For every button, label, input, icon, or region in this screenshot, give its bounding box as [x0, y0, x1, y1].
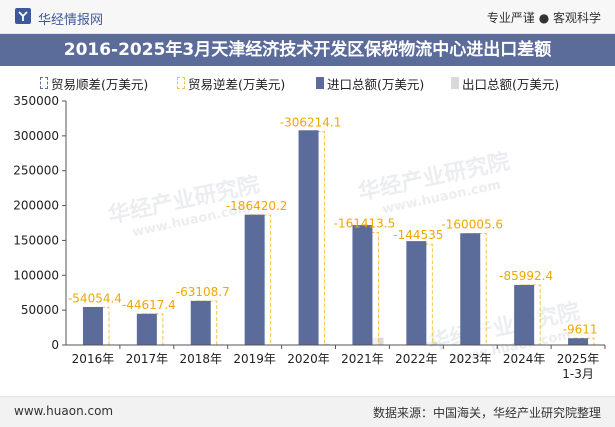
footer-website: www.huaon.com [14, 404, 114, 418]
legend-label: 进口总额(万美元) [327, 77, 425, 92]
legend-swatch [316, 77, 324, 89]
bar-import-total [406, 241, 427, 345]
brand-name: 华经情报网 [38, 13, 104, 28]
x-tick-label: 2024年 [503, 352, 546, 366]
y-tick-label: 350000 [13, 95, 59, 108]
y-tick-label: 0 [51, 338, 59, 352]
data-label: -186420.2 [226, 199, 288, 213]
title-bar: 2016-2025年3月天津经济技术开发区保税物流中心进出口差额 [0, 34, 615, 66]
bar-import-total [514, 284, 535, 345]
bar-import-total [352, 225, 373, 345]
bar-import-total [82, 307, 103, 345]
x-tick-label: 2021年 [341, 352, 384, 366]
y-tick-label: 50000 [21, 303, 59, 317]
data-label: -306214.1 [280, 116, 342, 130]
x-tick-label: 2019年 [233, 352, 276, 366]
legend-label: 贸易逆差(万美元) [188, 77, 286, 92]
bar-import-total [190, 300, 211, 345]
legend-label: 贸易顺差(万美元) [51, 77, 149, 92]
footer-source: 数据来源：中国海关，华经产业研究院整理 [372, 406, 601, 420]
bar-import-total [460, 233, 481, 345]
x-tick-label: 2023年 [449, 352, 492, 366]
x-tick-label: 2016年 [72, 352, 115, 366]
y-tick-label: 250000 [13, 164, 59, 178]
chart-title: 2016-2025年3月天津经济技术开发区保税物流中心进出口差额 [63, 40, 552, 60]
data-label: -54054.4 [68, 291, 122, 305]
data-label: -85992.4 [499, 269, 553, 283]
footer-bar: www.huaon.com 数据来源：中国海关，华经产业研究院整理 [0, 396, 615, 427]
huajing-logo-icon [15, 8, 31, 24]
y-tick-label: 100000 [13, 268, 59, 282]
chart-plot: 华经产业研究院www.huaon.com华经产业研究院www.huaon.com… [13, 95, 606, 381]
x-tick-label: 2022年 [395, 352, 438, 366]
bar-import-total [244, 214, 265, 345]
bar-import-total [298, 130, 319, 345]
data-label: -44617.4 [122, 298, 176, 312]
legend-swatch [451, 77, 459, 89]
slogan: 专业严谨 ● 客观科学 [486, 11, 601, 25]
x-tick-label: 2020年 [287, 352, 330, 366]
y-tick-label: 150000 [13, 233, 59, 247]
x-tick-label: 2017年 [126, 352, 169, 366]
data-label: -160005.6 [441, 217, 503, 231]
data-label: -63108.7 [176, 285, 230, 299]
x-tick-label: 1-3月 [562, 367, 594, 381]
data-label: -161413.5 [334, 216, 396, 230]
data-label: -144535 [393, 228, 443, 242]
y-tick-label: 200000 [13, 199, 59, 213]
x-tick-label: 2018年 [179, 352, 222, 366]
legend-label: 出口总额(万美元) [462, 77, 560, 92]
legend-swatch [177, 77, 185, 89]
y-axis: 0 50000 100000 150000 200000 250000 300000 3500… [13, 95, 67, 352]
bars [82, 130, 600, 346]
data-label: -9611 [563, 322, 598, 336]
watermarks: 华经产业研究院www.huaon.com华经产业研究院www.huaon.com… [106, 148, 582, 367]
chart-legend: 贸易顺差(万美元) 贸易逆差(万美元) 进口总额(万美元) 出口总额(万美元) [0, 74, 615, 92]
x-axis: 2016年 2017年 2018年 2019年 2020年 2021年 2022年 2023年… [66, 344, 606, 381]
x-tick-label: 2025年 [557, 352, 600, 366]
bar-import-total [136, 313, 157, 345]
top-header-bar: 华经情报网 专业严谨 ● 客观科学 [0, 0, 615, 34]
bar-import-total [568, 338, 589, 345]
data-labels: -54054.4 -44617.4-63108.7 -186420.2 -306214… [68, 116, 598, 337]
y-tick-label: 300000 [13, 129, 59, 143]
legend-swatch [40, 77, 48, 89]
